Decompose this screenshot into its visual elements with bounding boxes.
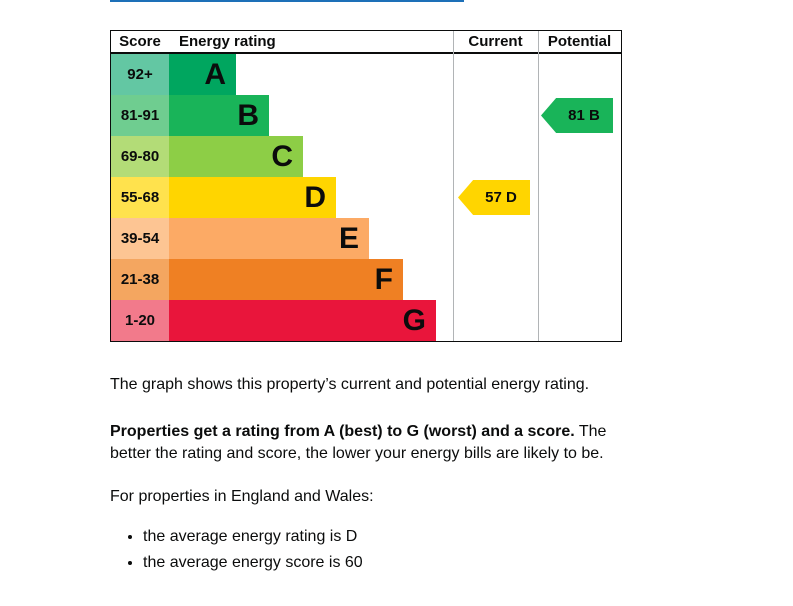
band-bar-c: C: [169, 136, 303, 177]
column-header-rating: Energy rating: [179, 33, 276, 50]
band-letter-b: B: [237, 98, 259, 132]
band-row-a: 92+ A: [111, 54, 621, 95]
score-range-g: 1-20: [111, 300, 169, 341]
band-bar-f: F: [169, 259, 403, 300]
chart-caption: The graph shows this property’s current …: [110, 376, 590, 393]
band-row-b: 81-91 B: [111, 95, 621, 136]
score-range-e: 39-54: [111, 218, 169, 259]
band-bar-g: G: [169, 300, 436, 341]
band-row-c: 69-80 C: [111, 136, 621, 177]
band-row-f: 21-38 F: [111, 259, 621, 300]
band-letter-e: E: [338, 221, 359, 255]
average-score-item: the average energy score is 60: [143, 552, 363, 573]
column-header-score: Score: [119, 33, 161, 50]
band-row-d: 55-68 D: [111, 177, 621, 218]
band-bar-b: B: [169, 95, 269, 136]
band-letter-g: G: [402, 303, 426, 337]
rating-explanation: Properties get a rating from A (best) to…: [110, 421, 626, 465]
band-bar-e: E: [169, 218, 369, 259]
energy-rating-chart: Score Energy rating Current Potential 92…: [110, 30, 622, 342]
potential-arrow: 81 B: [541, 98, 613, 133]
band-bar-a: A: [169, 54, 236, 95]
band-letter-a: A: [204, 57, 226, 91]
rating-explanation-rest: The better the rating and score, the low…: [110, 423, 607, 462]
band-bar-d: D: [169, 177, 336, 218]
band-letter-d: D: [304, 180, 326, 214]
potential-column-divider: [538, 31, 539, 341]
current-column-divider: [453, 31, 454, 341]
england-wales-intro: For properties in England and Wales:: [110, 488, 374, 505]
score-range-a: 92+: [111, 54, 169, 95]
band-letter-f: F: [374, 262, 393, 296]
averages-list: the average energy rating is D the avera…: [110, 526, 363, 578]
band-row-g: 1-20 G: [111, 300, 621, 341]
band-rows: 92+ A 81-91 B 69-80 C 55-68 D 39-54 E 21-38 F 1-20 G: [111, 54, 621, 341]
rating-explanation-bold: Properties get a rating from A (best) to…: [110, 423, 575, 440]
current-arrow: 57 D: [458, 180, 530, 215]
average-rating-item: the average energy rating is D: [143, 526, 363, 547]
column-header-potential: Potential: [547, 33, 612, 50]
band-row-e: 39-54 E: [111, 218, 621, 259]
score-range-c: 69-80: [111, 136, 169, 177]
score-range-d: 55-68: [111, 177, 169, 218]
truncated-link-underline[interactable]: [110, 0, 464, 2]
score-range-f: 21-38: [111, 259, 169, 300]
score-range-b: 81-91: [111, 95, 169, 136]
column-header-current: Current: [468, 33, 523, 50]
chart-header-row: Score Energy rating Current Potential: [111, 31, 621, 54]
band-letter-c: C: [271, 139, 293, 173]
